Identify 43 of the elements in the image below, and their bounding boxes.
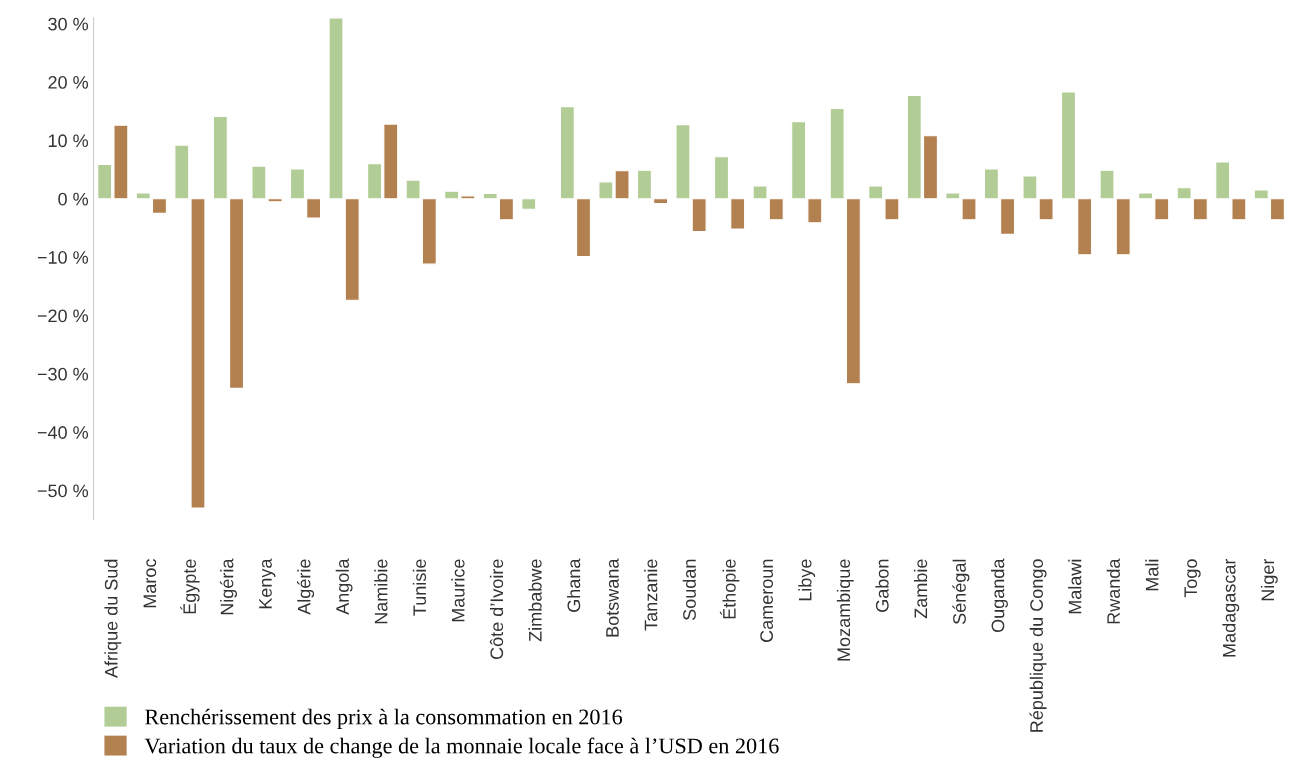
y-tick-label: −40 % — [37, 426, 89, 439]
x-tick-label: Madagascar — [1222, 558, 1240, 657]
x-tick-label: Maurice — [451, 559, 465, 622]
y-tick-label: −20 % — [37, 309, 89, 323]
x-tick-label: Zambie — [913, 559, 928, 619]
x-tick-label: Ghana — [567, 558, 581, 612]
x-tick-label: Botswana — [606, 558, 619, 637]
x-tick-label: Angola — [335, 558, 353, 615]
x-tick-label: Tunisie — [412, 559, 427, 616]
x-tick-label: Rwanda — [1106, 558, 1120, 624]
x-tick-label: Togo — [1184, 559, 1201, 598]
x-tick-label: Ouganda — [991, 558, 1008, 633]
x-tick-label: Côte d’Ivoire — [489, 559, 504, 660]
y-tick-label: −50 % — [37, 484, 89, 498]
x-tick-label: Malawi — [1068, 559, 1082, 614]
x-tick-label: Maroc — [143, 559, 157, 608]
x-tick-label: Kenya — [259, 558, 276, 609]
x-tick-label: Nigéria — [219, 558, 237, 615]
x-tick-label: Soudan — [682, 559, 696, 621]
y-tick-label: −30 % — [37, 367, 89, 381]
x-tick-label: Libye — [798, 559, 816, 601]
x-tick-label: Namibie — [374, 559, 388, 624]
legend-label: Renchérissement des prix à la consommation en 2016 — [145, 708, 623, 729]
bar — [521, 198, 537, 210]
y-tick-label: 30 % — [48, 17, 89, 31]
x-tick-label: Afrique du Sud — [104, 559, 122, 678]
x-tick-label: Éthopie — [719, 559, 740, 619]
x-tick-label: Gabon — [875, 559, 889, 612]
legend-label: Variation du taux de change de la monnaie locale face à l’USD en 2016 — [144, 737, 779, 758]
x-tick-label: Niger — [1260, 558, 1278, 601]
x-tick-label: Mali — [1145, 559, 1159, 591]
x-tick-label: Égypte — [180, 559, 200, 614]
x-tick-label: Cameroun — [760, 559, 774, 642]
y-tick-label: 0 % — [58, 192, 89, 206]
x-tick-label: Mozambique — [836, 559, 854, 661]
x-tick-label: Zimbabwe — [528, 559, 542, 642]
x-tick-label: Sénégal — [952, 559, 970, 625]
y-tick-label: −10 % — [37, 251, 89, 264]
x-tick-label: Algérie — [297, 559, 315, 615]
x-tick-label: République du Congo — [1029, 559, 1047, 732]
x-tick-label: Tanzanie — [644, 559, 658, 631]
y-tick-label: 10 % — [48, 134, 89, 148]
y-tick-label: 20 % — [48, 76, 89, 89]
